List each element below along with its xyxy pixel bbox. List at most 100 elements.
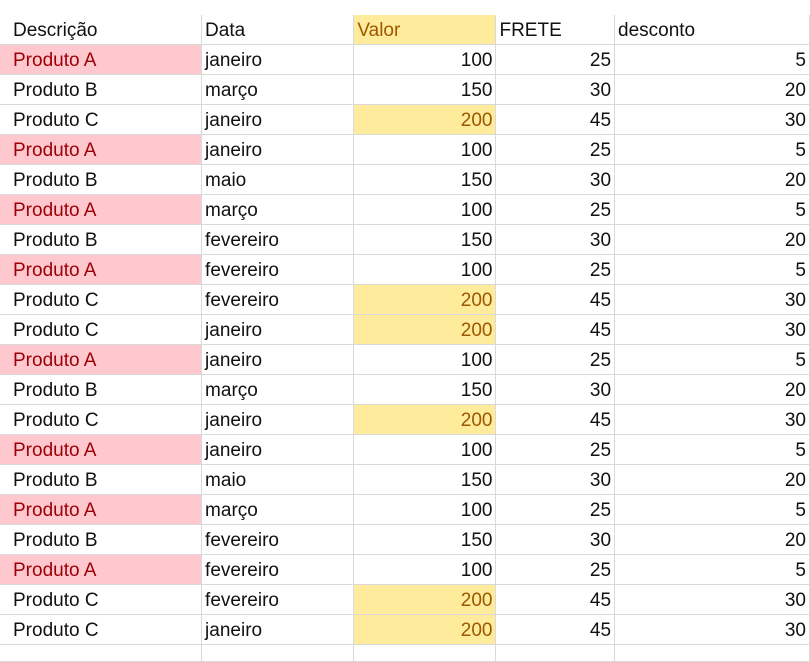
cell-descricao[interactable]: Produto B: [0, 164, 203, 195]
cell-desconto[interactable]: 20: [614, 464, 810, 495]
cell-data[interactable]: fevereiro: [201, 254, 355, 285]
cell-descricao[interactable]: Produto B: [0, 374, 203, 405]
cell-desconto[interactable]: 30: [614, 584, 810, 615]
header-cell-data[interactable]: Data: [201, 15, 355, 45]
cell-frete[interactable]: 45: [495, 404, 616, 435]
cell-desconto[interactable]: 20: [614, 224, 810, 255]
empty-cell[interactable]: [614, 644, 810, 662]
cell-valor[interactable]: 200: [353, 314, 497, 345]
cell-descricao[interactable]: Produto C: [0, 314, 203, 345]
cell-descricao[interactable]: Produto B: [0, 464, 203, 495]
cell-valor[interactable]: 100: [353, 434, 497, 465]
cell-data[interactable]: março: [201, 494, 355, 525]
cell-desconto[interactable]: 30: [614, 104, 810, 135]
header-cell-frete[interactable]: FRETE: [495, 15, 616, 45]
cell-frete[interactable]: 45: [495, 284, 616, 315]
cell-data[interactable]: fevereiro: [201, 224, 355, 255]
cell-valor[interactable]: 100: [353, 134, 497, 165]
cell-desconto[interactable]: 30: [614, 314, 810, 345]
cell-descricao[interactable]: Produto C: [0, 284, 203, 315]
cell-data[interactable]: fevereiro: [201, 554, 355, 585]
header-cell-desconto[interactable]: desconto: [614, 15, 810, 45]
cell-data[interactable]: janeiro: [201, 44, 355, 75]
cell-data[interactable]: março: [201, 374, 355, 405]
cell-data[interactable]: fevereiro: [201, 524, 355, 555]
cell-descricao[interactable]: Produto C: [0, 104, 203, 135]
cell-data[interactable]: fevereiro: [201, 584, 355, 615]
cell-descricao[interactable]: Produto A: [0, 134, 203, 165]
cell-valor[interactable]: 100: [353, 254, 497, 285]
cell-data[interactable]: janeiro: [201, 134, 355, 165]
cell-data[interactable]: maio: [201, 164, 355, 195]
empty-cell[interactable]: [0, 644, 203, 662]
cell-descricao[interactable]: Produto A: [0, 44, 203, 75]
cell-frete[interactable]: 30: [495, 524, 616, 555]
cell-desconto[interactable]: 5: [614, 554, 810, 585]
cell-desconto[interactable]: 20: [614, 524, 810, 555]
cell-descricao[interactable]: Produto C: [0, 614, 203, 645]
header-cell-descricao[interactable]: Descrição: [0, 15, 203, 45]
cell-frete[interactable]: 30: [495, 464, 616, 495]
cell-valor[interactable]: 100: [353, 494, 497, 525]
cell-valor[interactable]: 100: [353, 554, 497, 585]
cell-valor[interactable]: 200: [353, 614, 497, 645]
cell-desconto[interactable]: 5: [614, 344, 810, 375]
cell-frete[interactable]: 45: [495, 614, 616, 645]
cell-valor[interactable]: 150: [353, 224, 497, 255]
cell-valor[interactable]: 100: [353, 44, 497, 75]
cell-valor[interactable]: 200: [353, 284, 497, 315]
cell-valor[interactable]: 100: [353, 344, 497, 375]
cell-valor[interactable]: 200: [353, 584, 497, 615]
cell-valor[interactable]: 100: [353, 194, 497, 225]
cell-descricao[interactable]: Produto A: [0, 554, 203, 585]
cell-descricao[interactable]: Produto C: [0, 404, 203, 435]
cell-data[interactable]: janeiro: [201, 344, 355, 375]
cell-frete[interactable]: 30: [495, 164, 616, 195]
cell-descricao[interactable]: Produto A: [0, 434, 203, 465]
empty-cell[interactable]: [353, 644, 497, 662]
cell-frete[interactable]: 45: [495, 584, 616, 615]
cell-descricao[interactable]: Produto A: [0, 194, 203, 225]
cell-valor[interactable]: 150: [353, 74, 497, 105]
cell-valor[interactable]: 200: [353, 404, 497, 435]
cell-frete[interactable]: 25: [495, 554, 616, 585]
cell-frete[interactable]: 25: [495, 254, 616, 285]
cell-descricao[interactable]: Produto A: [0, 344, 203, 375]
cell-frete[interactable]: 30: [495, 374, 616, 405]
cell-descricao[interactable]: Produto B: [0, 74, 203, 105]
cell-data[interactable]: fevereiro: [201, 284, 355, 315]
cell-descricao[interactable]: Produto C: [0, 584, 203, 615]
cell-valor[interactable]: 150: [353, 164, 497, 195]
cell-frete[interactable]: 25: [495, 434, 616, 465]
cell-data[interactable]: maio: [201, 464, 355, 495]
cell-desconto[interactable]: 5: [614, 44, 810, 75]
cell-frete[interactable]: 30: [495, 224, 616, 255]
cell-descricao[interactable]: Produto B: [0, 524, 203, 555]
cell-desconto[interactable]: 5: [614, 254, 810, 285]
cell-descricao[interactable]: Produto A: [0, 254, 203, 285]
cell-desconto[interactable]: 20: [614, 164, 810, 195]
cell-frete[interactable]: 25: [495, 134, 616, 165]
cell-desconto[interactable]: 20: [614, 74, 810, 105]
cell-valor[interactable]: 150: [353, 374, 497, 405]
cell-frete[interactable]: 25: [495, 344, 616, 375]
cell-desconto[interactable]: 5: [614, 494, 810, 525]
cell-valor[interactable]: 150: [353, 464, 497, 495]
cell-valor[interactable]: 150: [353, 524, 497, 555]
cell-frete[interactable]: 25: [495, 44, 616, 75]
cell-data[interactable]: janeiro: [201, 434, 355, 465]
cell-desconto[interactable]: 30: [614, 614, 810, 645]
cell-data[interactable]: março: [201, 74, 355, 105]
cell-data[interactable]: janeiro: [201, 314, 355, 345]
cell-desconto[interactable]: 5: [614, 194, 810, 225]
cell-descricao[interactable]: Produto A: [0, 494, 203, 525]
cell-desconto[interactable]: 30: [614, 284, 810, 315]
cell-desconto[interactable]: 20: [614, 374, 810, 405]
cell-frete[interactable]: 25: [495, 494, 616, 525]
cell-data[interactable]: janeiro: [201, 614, 355, 645]
cell-valor[interactable]: 200: [353, 104, 497, 135]
cell-data[interactable]: março: [201, 194, 355, 225]
cell-desconto[interactable]: 5: [614, 134, 810, 165]
cell-frete[interactable]: 45: [495, 314, 616, 345]
empty-cell[interactable]: [201, 644, 355, 662]
